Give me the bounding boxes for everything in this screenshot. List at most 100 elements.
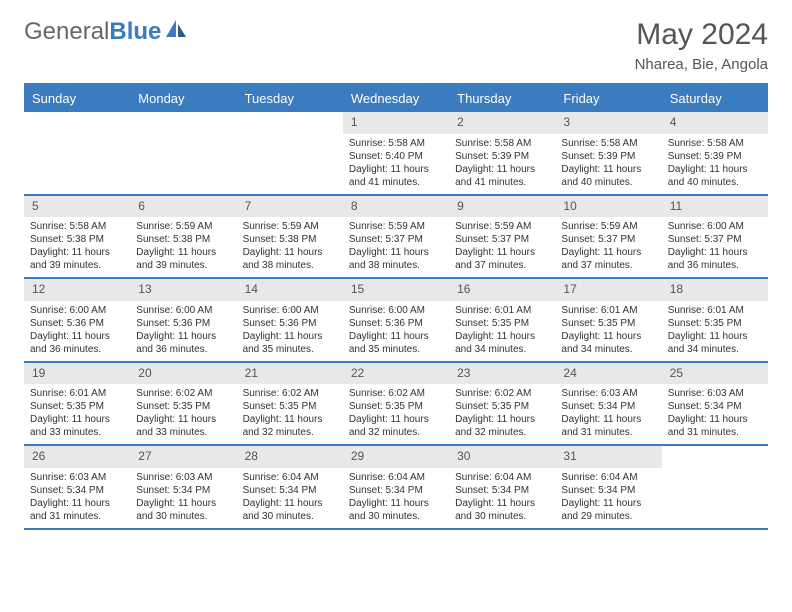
day-body: Sunrise: 6:00 AMSunset: 5:37 PMDaylight:… [662, 217, 768, 277]
day-body: Sunrise: 5:59 AMSunset: 5:37 PMDaylight:… [555, 217, 661, 277]
sunset-text: Sunset: 5:39 PM [668, 150, 762, 163]
sunrise-text: Sunrise: 6:01 AM [30, 387, 124, 400]
calendar-cell: 16Sunrise: 6:01 AMSunset: 5:35 PMDayligh… [449, 279, 555, 361]
calendar-cell [237, 112, 343, 194]
daylight-text: Daylight: 11 hours and 36 minutes. [30, 330, 124, 356]
daylight-text: Daylight: 11 hours and 31 minutes. [561, 413, 655, 439]
sunrise-text: Sunrise: 6:00 AM [349, 304, 443, 317]
calendar-cell [130, 112, 236, 194]
sunrise-text: Sunrise: 6:00 AM [136, 304, 230, 317]
day-number: 5 [24, 196, 130, 218]
sunrise-text: Sunrise: 6:02 AM [455, 387, 549, 400]
daylight-text: Daylight: 11 hours and 33 minutes. [136, 413, 230, 439]
day-number: 2 [449, 112, 555, 134]
day-number: 23 [449, 363, 555, 385]
day-number: 16 [449, 279, 555, 301]
logo-text-2: Blue [109, 18, 161, 46]
sunrise-text: Sunrise: 6:03 AM [561, 387, 655, 400]
day-number: 22 [343, 363, 449, 385]
daylight-text: Daylight: 11 hours and 39 minutes. [30, 246, 124, 272]
sunset-text: Sunset: 5:38 PM [243, 233, 337, 246]
day-number: 11 [662, 196, 768, 218]
calendar-week: 26Sunrise: 6:03 AMSunset: 5:34 PMDayligh… [24, 446, 768, 530]
day-number [24, 112, 130, 118]
daylight-text: Daylight: 11 hours and 33 minutes. [30, 413, 124, 439]
sunset-text: Sunset: 5:37 PM [668, 233, 762, 246]
sunrise-text: Sunrise: 5:58 AM [349, 137, 443, 150]
sunrise-text: Sunrise: 5:58 AM [455, 137, 549, 150]
day-number: 29 [343, 446, 449, 468]
day-number: 6 [130, 196, 236, 218]
day-number: 7 [237, 196, 343, 218]
daylight-text: Daylight: 11 hours and 29 minutes. [561, 497, 655, 523]
sunset-text: Sunset: 5:39 PM [561, 150, 655, 163]
daylight-text: Daylight: 11 hours and 32 minutes. [455, 413, 549, 439]
daylight-text: Daylight: 11 hours and 40 minutes. [668, 163, 762, 189]
sunrise-text: Sunrise: 6:02 AM [243, 387, 337, 400]
dayhead-tue: Tuesday [237, 85, 343, 112]
sunrise-text: Sunrise: 6:03 AM [668, 387, 762, 400]
day-number: 20 [130, 363, 236, 385]
sunset-text: Sunset: 5:35 PM [30, 400, 124, 413]
sunrise-text: Sunrise: 6:00 AM [668, 220, 762, 233]
calendar-cell: 12Sunrise: 6:00 AMSunset: 5:36 PMDayligh… [24, 279, 130, 361]
day-body: Sunrise: 6:01 AMSunset: 5:35 PMDaylight:… [449, 301, 555, 361]
sunset-text: Sunset: 5:39 PM [455, 150, 549, 163]
day-number: 24 [555, 363, 661, 385]
sunset-text: Sunset: 5:34 PM [668, 400, 762, 413]
day-body: Sunrise: 6:00 AMSunset: 5:36 PMDaylight:… [130, 301, 236, 361]
sunset-text: Sunset: 5:40 PM [349, 150, 443, 163]
day-number [130, 112, 236, 118]
daylight-text: Daylight: 11 hours and 35 minutes. [243, 330, 337, 356]
sunset-text: Sunset: 5:35 PM [561, 317, 655, 330]
day-body: Sunrise: 5:58 AMSunset: 5:39 PMDaylight:… [449, 134, 555, 194]
day-body: Sunrise: 6:04 AMSunset: 5:34 PMDaylight:… [343, 468, 449, 528]
calendar-cell: 30Sunrise: 6:04 AMSunset: 5:34 PMDayligh… [449, 446, 555, 528]
day-body: Sunrise: 6:02 AMSunset: 5:35 PMDaylight:… [130, 384, 236, 444]
daylight-text: Daylight: 11 hours and 37 minutes. [561, 246, 655, 272]
day-body: Sunrise: 6:01 AMSunset: 5:35 PMDaylight:… [555, 301, 661, 361]
calendar-cell: 8Sunrise: 5:59 AMSunset: 5:37 PMDaylight… [343, 196, 449, 278]
sunrise-text: Sunrise: 6:02 AM [349, 387, 443, 400]
day-number: 1 [343, 112, 449, 134]
calendar-header-row: Sunday Monday Tuesday Wednesday Thursday… [24, 85, 768, 112]
calendar-week: 5Sunrise: 5:58 AMSunset: 5:38 PMDaylight… [24, 196, 768, 280]
calendar-cell: 26Sunrise: 6:03 AMSunset: 5:34 PMDayligh… [24, 446, 130, 528]
sunrise-text: Sunrise: 6:04 AM [349, 471, 443, 484]
day-body: Sunrise: 6:03 AMSunset: 5:34 PMDaylight:… [555, 384, 661, 444]
sunrise-text: Sunrise: 5:58 AM [668, 137, 762, 150]
calendar-cell: 17Sunrise: 6:01 AMSunset: 5:35 PMDayligh… [555, 279, 661, 361]
day-body: Sunrise: 6:00 AMSunset: 5:36 PMDaylight:… [237, 301, 343, 361]
sunset-text: Sunset: 5:34 PM [561, 484, 655, 497]
daylight-text: Daylight: 11 hours and 31 minutes. [30, 497, 124, 523]
sunset-text: Sunset: 5:34 PM [349, 484, 443, 497]
calendar-cell: 21Sunrise: 6:02 AMSunset: 5:35 PMDayligh… [237, 363, 343, 445]
day-number: 17 [555, 279, 661, 301]
day-body: Sunrise: 6:02 AMSunset: 5:35 PMDaylight:… [343, 384, 449, 444]
day-body: Sunrise: 6:04 AMSunset: 5:34 PMDaylight:… [237, 468, 343, 528]
calendar-cell: 13Sunrise: 6:00 AMSunset: 5:36 PMDayligh… [130, 279, 236, 361]
daylight-text: Daylight: 11 hours and 41 minutes. [455, 163, 549, 189]
day-body: Sunrise: 6:03 AMSunset: 5:34 PMDaylight:… [662, 384, 768, 444]
day-body: Sunrise: 6:03 AMSunset: 5:34 PMDaylight:… [24, 468, 130, 528]
sunset-text: Sunset: 5:34 PM [30, 484, 124, 497]
daylight-text: Daylight: 11 hours and 30 minutes. [349, 497, 443, 523]
calendar-cell: 14Sunrise: 6:00 AMSunset: 5:36 PMDayligh… [237, 279, 343, 361]
sunset-text: Sunset: 5:36 PM [136, 317, 230, 330]
dayhead-wed: Wednesday [343, 85, 449, 112]
calendar-week: 12Sunrise: 6:00 AMSunset: 5:36 PMDayligh… [24, 279, 768, 363]
sunrise-text: Sunrise: 6:00 AM [243, 304, 337, 317]
day-body: Sunrise: 6:04 AMSunset: 5:34 PMDaylight:… [555, 468, 661, 528]
sunrise-text: Sunrise: 6:01 AM [668, 304, 762, 317]
daylight-text: Daylight: 11 hours and 37 minutes. [455, 246, 549, 272]
day-body: Sunrise: 5:58 AMSunset: 5:38 PMDaylight:… [24, 217, 130, 277]
daylight-text: Daylight: 11 hours and 40 minutes. [561, 163, 655, 189]
day-body: Sunrise: 6:02 AMSunset: 5:35 PMDaylight:… [449, 384, 555, 444]
daylight-text: Daylight: 11 hours and 34 minutes. [455, 330, 549, 356]
calendar-cell: 27Sunrise: 6:03 AMSunset: 5:34 PMDayligh… [130, 446, 236, 528]
sunset-text: Sunset: 5:34 PM [561, 400, 655, 413]
day-body: Sunrise: 5:59 AMSunset: 5:38 PMDaylight:… [130, 217, 236, 277]
day-body: Sunrise: 5:59 AMSunset: 5:38 PMDaylight:… [237, 217, 343, 277]
calendar-cell: 3Sunrise: 5:58 AMSunset: 5:39 PMDaylight… [555, 112, 661, 194]
sunrise-text: Sunrise: 5:58 AM [561, 137, 655, 150]
